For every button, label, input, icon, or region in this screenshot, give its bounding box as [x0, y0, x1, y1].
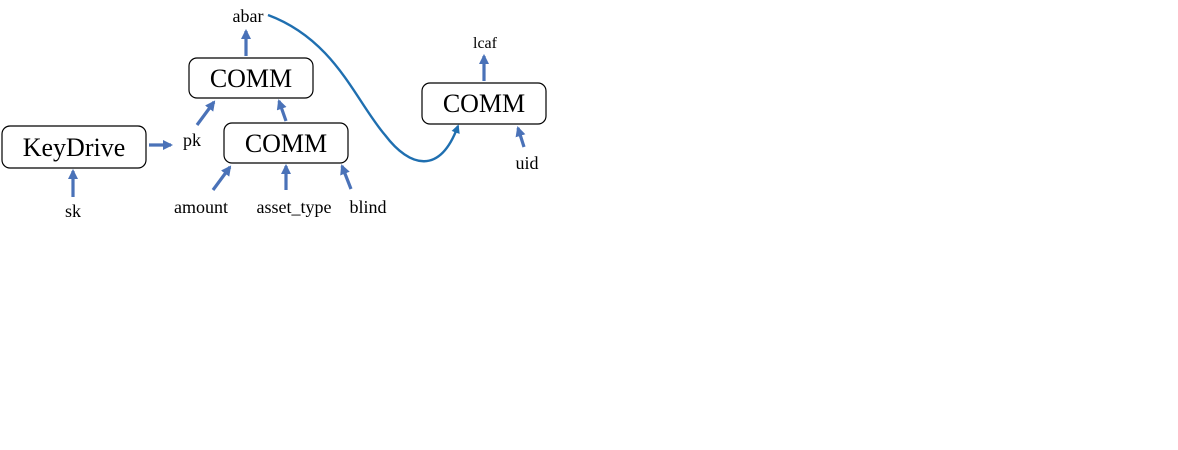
amount-label: amount [174, 197, 228, 217]
leaf-label: lcaf [473, 35, 498, 52]
arrow-comm-mid-to-comm-top [276, 99, 288, 122]
arrow-uid-to-comm-right [515, 126, 526, 148]
arrow-amount-to-comm-mid [211, 165, 232, 191]
keydrive-label: KeyDrive [23, 133, 126, 162]
comm-mid-label: COMM [245, 129, 327, 158]
abar-label: abar [233, 6, 264, 26]
uid-label: uid [515, 153, 538, 173]
curve-abar-to-comm-right [267, 13, 460, 163]
comm-top-label: COMM [210, 64, 292, 93]
sk-label: sk [65, 201, 81, 221]
arrow-blind-to-comm-mid [340, 164, 353, 190]
keydrive-node: KeyDrive [1, 125, 147, 169]
asset-type-label: asset_type [257, 197, 332, 217]
comm-right-node: COMM [421, 82, 547, 125]
comm-mid-node: COMM [223, 122, 349, 164]
comm-top-node: COMM [188, 57, 314, 99]
pk-label: pk [183, 130, 201, 150]
arrow-pk-to-comm-top [195, 100, 216, 126]
blind-label: blind [349, 197, 386, 217]
comm-right-label: COMM [443, 89, 525, 118]
